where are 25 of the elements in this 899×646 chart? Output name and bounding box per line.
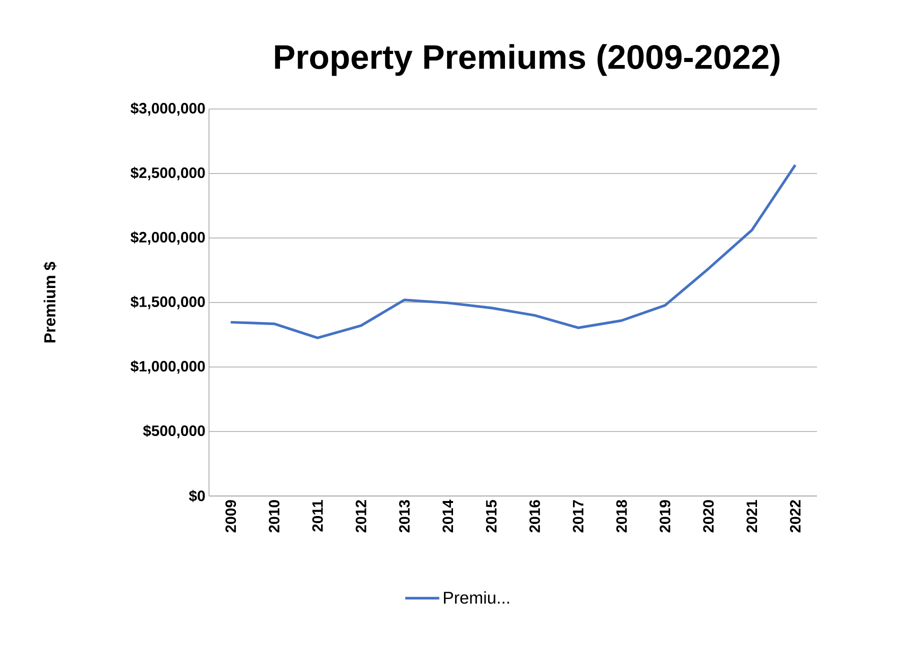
- x-tick-label: 2012: [356, 500, 366, 532]
- y-tick-label: $0: [188, 490, 205, 502]
- x-tick-label: 2009: [225, 500, 236, 532]
- y-tick-label: $2,500,000: [130, 166, 205, 180]
- x-tick-label: 2017: [572, 500, 584, 532]
- line-series: [229, 164, 797, 340]
- legend-label: Premiu...: [444, 591, 510, 604]
- chart-title: Property Premiums (2009-2022): [275, 44, 780, 76]
- x-tick-label: 2011: [312, 500, 323, 532]
- y-tick-label: $1,000,000: [130, 360, 205, 374]
- x-tick-label: 2015: [486, 500, 497, 532]
- y-tick-label: $500,000: [143, 424, 205, 438]
- x-tick-label: 2019: [660, 500, 670, 532]
- x-tick-label: 2020: [703, 500, 714, 532]
- x-tick-label: 2016: [529, 500, 540, 532]
- x-tick-label: 2013: [399, 500, 410, 532]
- y-tick-label: $1,500,000: [130, 296, 205, 310]
- y-tick-label: $2,000,000: [130, 231, 205, 245]
- x-tick-label: 2010: [268, 500, 280, 532]
- x-tick-label: 2018: [616, 500, 627, 532]
- y-axis-title: Premium $: [43, 262, 57, 342]
- x-tick-label: 2014: [442, 500, 454, 532]
- x-tick-label: 2022: [790, 500, 801, 532]
- x-tick-label: 2021: [746, 500, 758, 532]
- y-tick-label: $3,000,000: [130, 102, 205, 116]
